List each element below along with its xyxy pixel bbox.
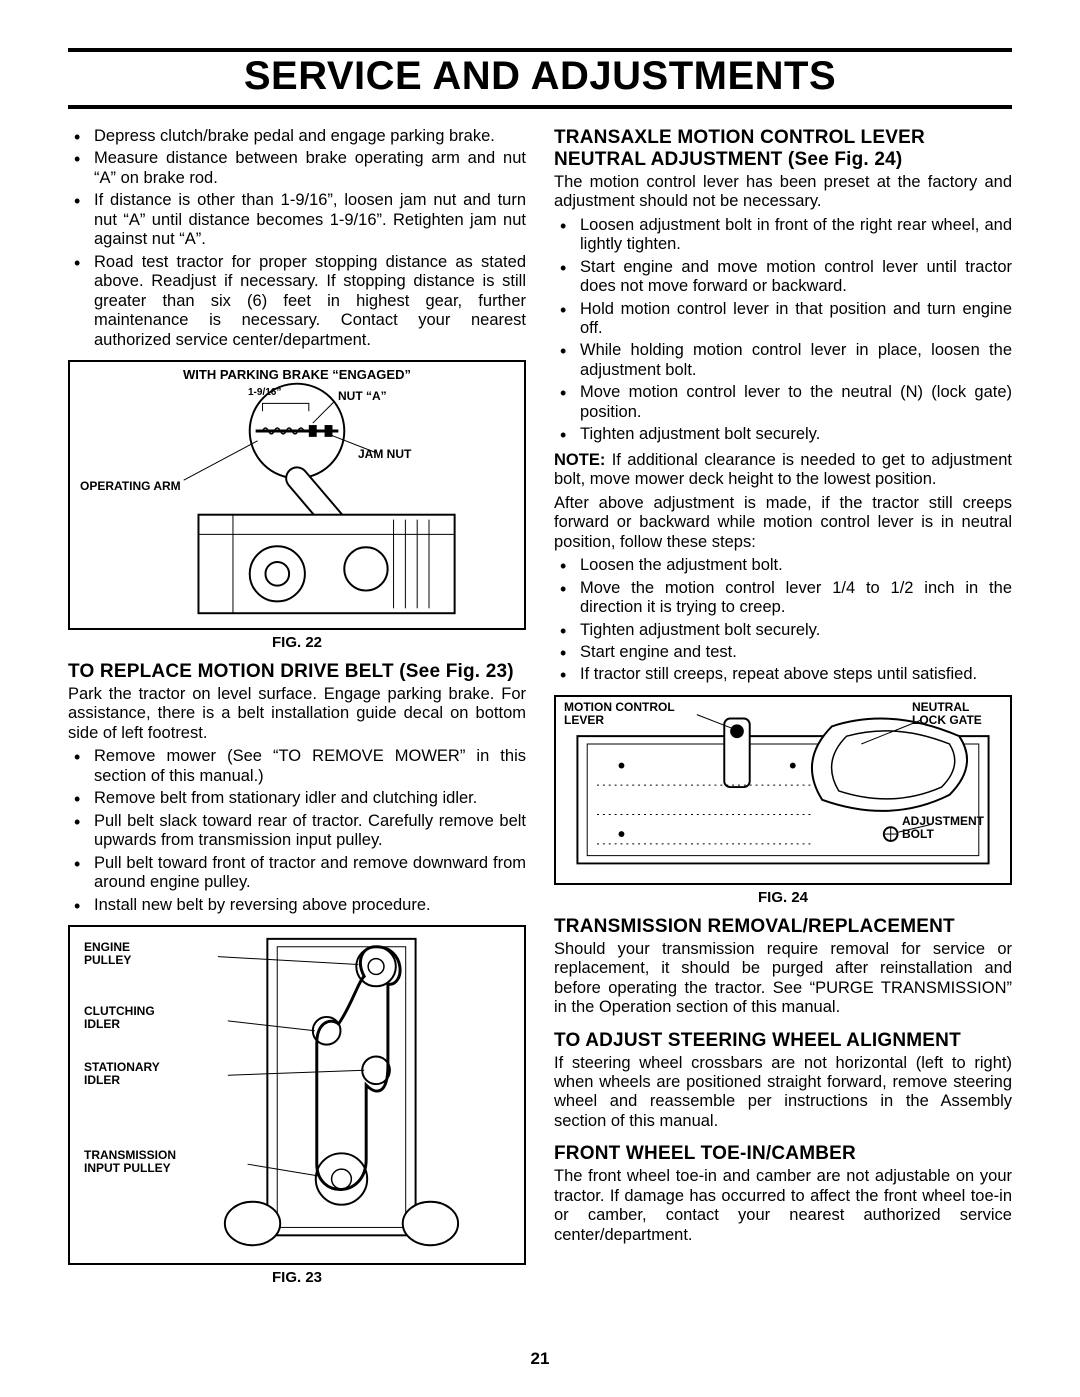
list-item: Move the motion control lever 1/4 to 1/2… [554,579,1012,618]
list-item: Tighten adjustment bolt securely. [554,621,1012,640]
list-item: Loosen the adjustment bolt. [554,556,1012,575]
transaxle-heading: TRANSAXLE MOTION CONTROL LEVER NEUTRAL A… [554,127,1012,171]
transaxle-list: Loosen adjustment bolt in front of the r… [554,216,1012,445]
fig22-top-caption: WITH PARKING BRAKE “ENGAGED” [70,368,524,382]
page-title: Service And Adjustments [68,54,1012,99]
fig23-station-label: STATIONARY IDLER [84,1061,194,1086]
replace-belt-intro: Park the tractor on level surface. Engag… [68,685,526,743]
note-paragraph: NOTE: If additional clearance is needed … [554,451,1012,490]
left-column: Depress clutch/brake pedal and engage pa… [68,127,526,1296]
fig23-trans-label: TRANSMISSION INPUT PULLEY [84,1149,204,1174]
figure-23-box: ENGINE PULLEY CLUTCHING IDLER STATIONARY… [68,925,526,1265]
list-item: Road test tractor for proper stopping di… [68,253,526,350]
steering-text: If steering wheel crossbars are not hori… [554,1054,1012,1132]
list-item: Move motion control lever to the neutral… [554,383,1012,422]
fig23-engine-label: ENGINE PULLEY [84,941,174,966]
toe-in-text: The front wheel toe-in and camber are no… [554,1167,1012,1245]
toe-in-heading: FRONT WHEEL TOE-IN/CAMBER [554,1143,1012,1165]
fig22-nutA-label: NUT “A” [338,390,387,403]
bottom-rule [68,105,1012,109]
fig22-caption: FIG. 22 [68,634,526,651]
intro-bullet-list: Depress clutch/brake pedal and engage pa… [68,127,526,350]
page-number: 21 [0,1349,1080,1369]
fig22-svg [70,362,524,628]
fig24-caption: FIG. 24 [554,889,1012,906]
list-item: Tighten adjustment bolt securely. [554,425,1012,444]
figure-24-box: MOTION CONTROL LEVER NEUTRAL LOCK GATE A… [554,695,1012,885]
fig22-dim-label: 1-9/16” [248,388,281,399]
list-item: If distance is other than 1-9/16”, loose… [68,191,526,249]
top-rule [68,48,1012,52]
list-item: Install new belt by reversing above proc… [68,896,526,915]
trans-removal-heading: TRANSMISSION REMOVAL/REPLACEMENT [554,916,1012,938]
fig23-clutch-label: CLUTCHING IDLER [84,1005,184,1030]
fig24-mcl-label: MOTION CONTROL LEVER [564,701,694,726]
list-item: Start engine and test. [554,643,1012,662]
fig24-neutral-label: NEUTRAL LOCK GATE [912,701,1002,726]
fig24-adj-label: ADJUSTMENT BOLT [902,815,1002,840]
note-label: NOTE: [554,451,605,469]
list-item: While holding motion control lever in pl… [554,341,1012,380]
list-item: If tractor still creeps, repeat above st… [554,665,1012,684]
trans-removal-text: Should your transmission require removal… [554,940,1012,1018]
replace-belt-list: Remove mower (See “TO REMOVE MOWER” in t… [68,747,526,915]
list-item: Depress clutch/brake pedal and engage pa… [68,127,526,146]
right-column: TRANSAXLE MOTION CONTROL LEVER NEUTRAL A… [554,127,1012,1296]
fig22-arm-label: OPERATING ARM [80,480,181,493]
list-item: Loosen adjustment bolt in front of the r… [554,216,1012,255]
transaxle-intro: The motion control lever has been preset… [554,173,1012,212]
figure-22-box: WITH PARKING BRAKE “ENGAGED” [68,360,526,630]
list-item: Pull belt toward front of tractor and re… [68,854,526,893]
list-item: Remove mower (See “TO REMOVE MOWER” in t… [68,747,526,786]
transaxle-list2: Loosen the adjustment bolt. Move the mot… [554,556,1012,685]
list-item: Pull belt slack toward rear of tractor. … [68,812,526,851]
list-item: Start engine and move motion control lev… [554,258,1012,297]
list-item: Measure distance between brake operating… [68,149,526,188]
two-column-layout: Depress clutch/brake pedal and engage pa… [68,127,1012,1296]
replace-belt-heading: TO REPLACE MOTION DRIVE BELT (See Fig. 2… [68,661,526,683]
steering-heading: TO ADJUST STEERING WHEEL ALIGNMENT [554,1030,1012,1052]
list-item: Remove belt from stationary idler and cl… [68,789,526,808]
list-item: Hold motion control lever in that positi… [554,300,1012,339]
note-text: If additional clearance is needed to get… [554,451,1012,488]
fig23-caption: FIG. 23 [68,1269,526,1286]
transaxle-after: After above adjustment is made, if the t… [554,494,1012,552]
fig23-svg [70,927,524,1263]
fig22-jam-label: JAM NUT [358,448,411,461]
